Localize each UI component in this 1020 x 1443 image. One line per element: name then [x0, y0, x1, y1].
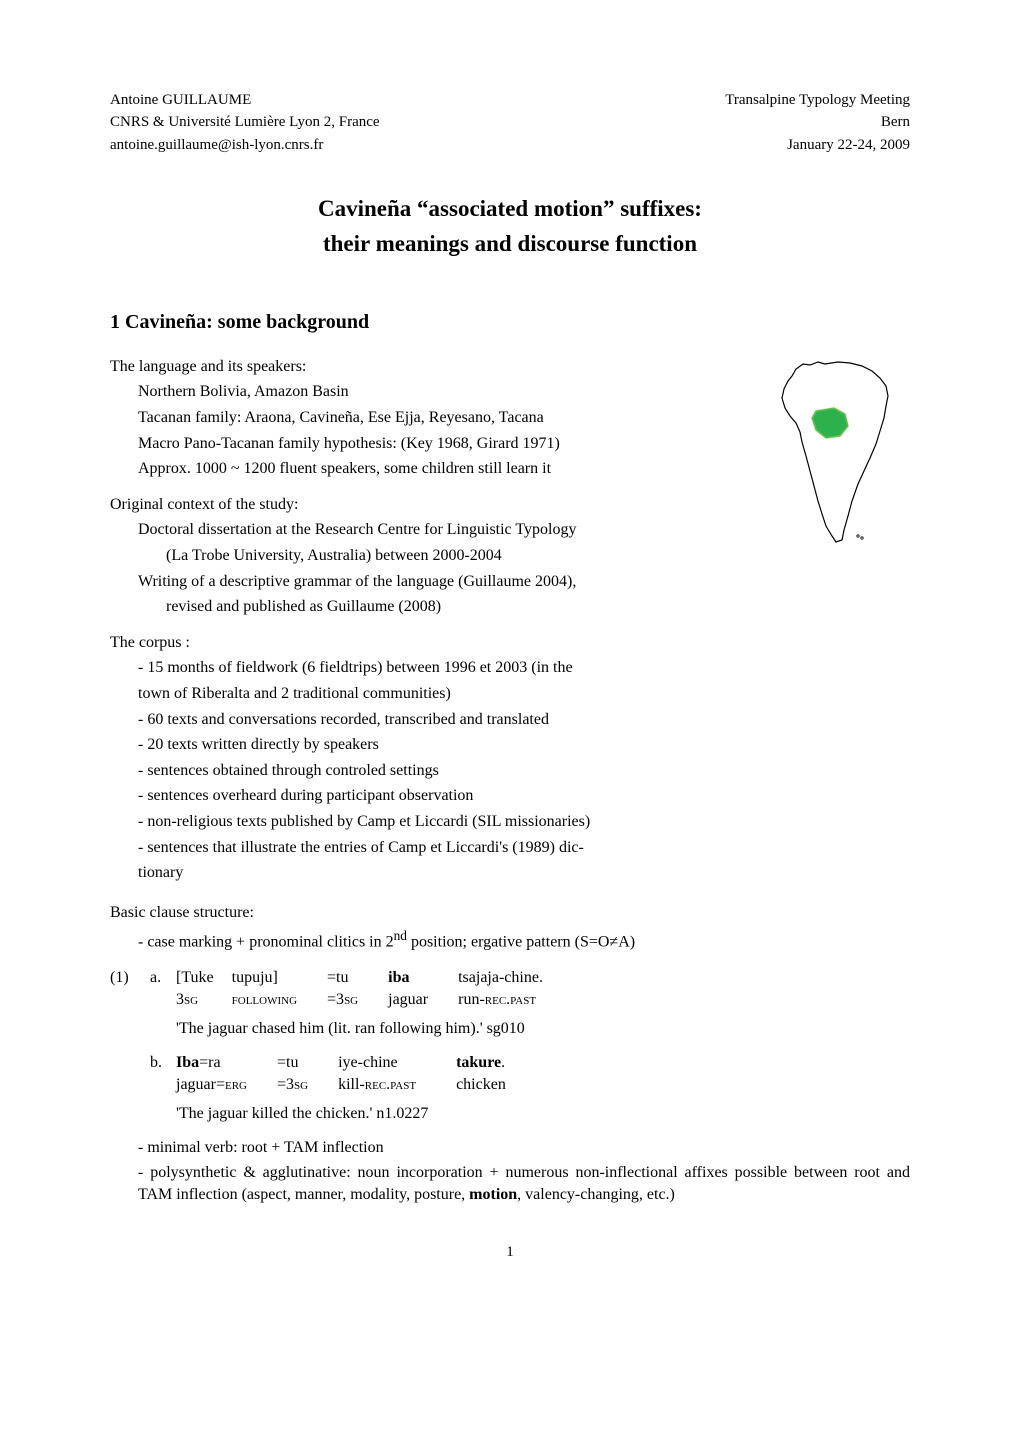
footer-l2-bold: motion [469, 1186, 517, 1203]
example-number: (1) [110, 967, 150, 1010]
gloss-col: Iba=ra jaguar=erg [176, 1052, 247, 1095]
example-1a-row: (1) a. [Tuke 3sg tupuju] following =tu =… [110, 967, 910, 1010]
gloss-text: kill- [338, 1076, 365, 1093]
gloss-gloss: following [232, 989, 297, 1011]
corpus-line-5: - sentences overheard during participant… [138, 785, 910, 807]
gloss-col: tupuju] following [232, 967, 297, 1010]
gloss-col: tsajaja-chine. run-rec.past [458, 967, 543, 1010]
gloss-text: =3 [277, 1076, 294, 1093]
south-america-map [770, 356, 910, 546]
basic-clause-heading: Basic clause structure: [110, 902, 910, 924]
example-1a-letter: a. [150, 967, 176, 1010]
gloss-word: [Tuke [176, 967, 214, 989]
meeting-location: Bern [881, 112, 910, 132]
gloss-col: =tu =3sg [327, 967, 358, 1010]
gloss-text: jaguar= [176, 1076, 225, 1093]
basic-sup: nd [394, 928, 407, 943]
corpus-line-1a: - 15 months of fieldwork (6 fieldtrips) … [138, 657, 910, 679]
gloss-sc: sg [294, 1076, 308, 1093]
meeting-name: Transalpine Typology Meeting [725, 90, 910, 110]
header-line-1: Antoine GUILLAUME Transalpine Typology M… [110, 90, 910, 110]
gloss-col: iye-chine kill-rec.past [338, 1052, 416, 1095]
gloss-word: Iba=ra [176, 1052, 247, 1074]
example-1: (1) a. [Tuke 3sg tupuju] following =tu =… [110, 967, 910, 1125]
island-dot [861, 537, 863, 539]
south-america-outline [782, 362, 888, 542]
example-1b-letter: b. [150, 1052, 176, 1095]
gloss-sc: erg [225, 1076, 247, 1093]
example-1b-row: b. Iba=ra jaguar=erg =tu =3sg iye-chine … [150, 1052, 910, 1095]
gloss-col: takure. chicken [456, 1052, 506, 1095]
context-line-2a: Writing of a descriptive grammar of the … [138, 571, 910, 593]
island-dot [857, 535, 859, 537]
corpus-line-3: - 20 texts written directly by speakers [138, 734, 910, 756]
gloss-gloss: chicken [456, 1074, 506, 1096]
gloss-sc: sg [344, 991, 358, 1008]
gloss-sc: rec.past [365, 1076, 416, 1093]
page-header: Antoine GUILLAUME Transalpine Typology M… [110, 90, 910, 155]
gloss-bold: iba [388, 969, 409, 986]
gloss-sc: rec.past [485, 991, 536, 1008]
footer-l2-post: , valency-changing, etc.) [517, 1186, 675, 1203]
gloss-text: 3 [176, 991, 184, 1008]
header-line-2: CNRS & Université Lumière Lyon 2, France… [110, 112, 910, 132]
basic-clause-line-1: - case marking + pronominal clitics in 2… [138, 927, 910, 953]
gloss-gloss: kill-rec.past [338, 1074, 416, 1096]
gloss-col: =tu =3sg [277, 1052, 308, 1095]
gloss-bold: Iba [176, 1054, 199, 1071]
gloss-word: takure. [456, 1052, 506, 1074]
gloss-gloss: =3sg [327, 989, 358, 1011]
meeting-dates: January 22-24, 2009 [787, 135, 910, 155]
gloss-gloss: jaguar=erg [176, 1074, 247, 1096]
gloss-word: tsajaja-chine. [458, 967, 543, 989]
corpus-line-7a: - sentences that illustrate the entries … [138, 837, 910, 859]
header-line-3: antoine.guillaume@ish-lyon.cnrs.fr Janua… [110, 135, 910, 155]
gloss-col: [Tuke 3sg [176, 967, 214, 1010]
footer-line-1: - minimal verb: root + TAM inflection [138, 1137, 910, 1159]
map-svg [770, 356, 910, 546]
gloss-word: iba [388, 967, 428, 989]
gloss-gloss: jaguar [388, 989, 428, 1011]
example-1b-cols: Iba=ra jaguar=erg =tu =3sg iye-chine kil… [176, 1052, 524, 1095]
page-number: 1 [110, 1242, 910, 1262]
gloss-gloss: =3sg [277, 1074, 308, 1096]
gloss-word: =tu [277, 1052, 308, 1074]
corpus-heading: The corpus : [110, 632, 910, 654]
gloss-bold: takure [456, 1054, 501, 1071]
gloss-word: iye-chine [338, 1052, 416, 1074]
corpus-line-1b: town of Riberalta and 2 traditional comm… [138, 683, 910, 705]
context-line-1b: (La Trobe University, Australia) between… [166, 545, 910, 567]
footer-line-2: - polysynthetic & agglutinative: noun in… [138, 1162, 910, 1205]
gloss-text: . [501, 1054, 505, 1071]
gloss-gloss: 3sg [176, 989, 214, 1011]
gloss-col: iba jaguar [388, 967, 428, 1010]
author-email: antoine.guillaume@ish-lyon.cnrs.fr [110, 135, 323, 155]
gloss-word: =tu [327, 967, 358, 989]
affiliation: CNRS & Université Lumière Lyon 2, France [110, 112, 380, 132]
corpus-line-4: - sentences obtained through controled s… [138, 760, 910, 782]
author-name: Antoine GUILLAUME [110, 90, 251, 110]
gloss-gloss: run-rec.past [458, 989, 543, 1011]
corpus-line-2: - 60 texts and conversations recorded, t… [138, 709, 910, 731]
section-1-heading: 1 Cavineña: some background [110, 309, 910, 336]
gloss-text: run- [458, 991, 485, 1008]
basic-post: position; ergative pattern (S=O≠A) [407, 934, 635, 951]
gloss-text: =ra [199, 1054, 220, 1071]
gloss-word: tupuju] [232, 967, 297, 989]
gloss-sc: sg [184, 991, 198, 1008]
example-1b-translation: 'The jaguar killed the chicken.' n1.0227 [176, 1103, 910, 1125]
corpus-line-6: - non-religious texts published by Camp … [138, 811, 910, 833]
corpus-line-7b: tionary [138, 862, 910, 884]
title-line-1: Cavineña “associated motion” suffixes: [110, 193, 910, 224]
example-1a-translation: 'The jaguar chased him (lit. ran followi… [176, 1018, 910, 1040]
context-line-2b: revised and published as Guillaume (2008… [166, 596, 910, 618]
title-line-2: their meanings and discourse function [110, 228, 910, 259]
gloss-text: =3 [327, 991, 344, 1008]
basic-pre: - case marking + pronominal clitics in 2 [138, 934, 394, 951]
example-1a-cols: [Tuke 3sg tupuju] following =tu =3sg iba… [176, 967, 561, 1010]
